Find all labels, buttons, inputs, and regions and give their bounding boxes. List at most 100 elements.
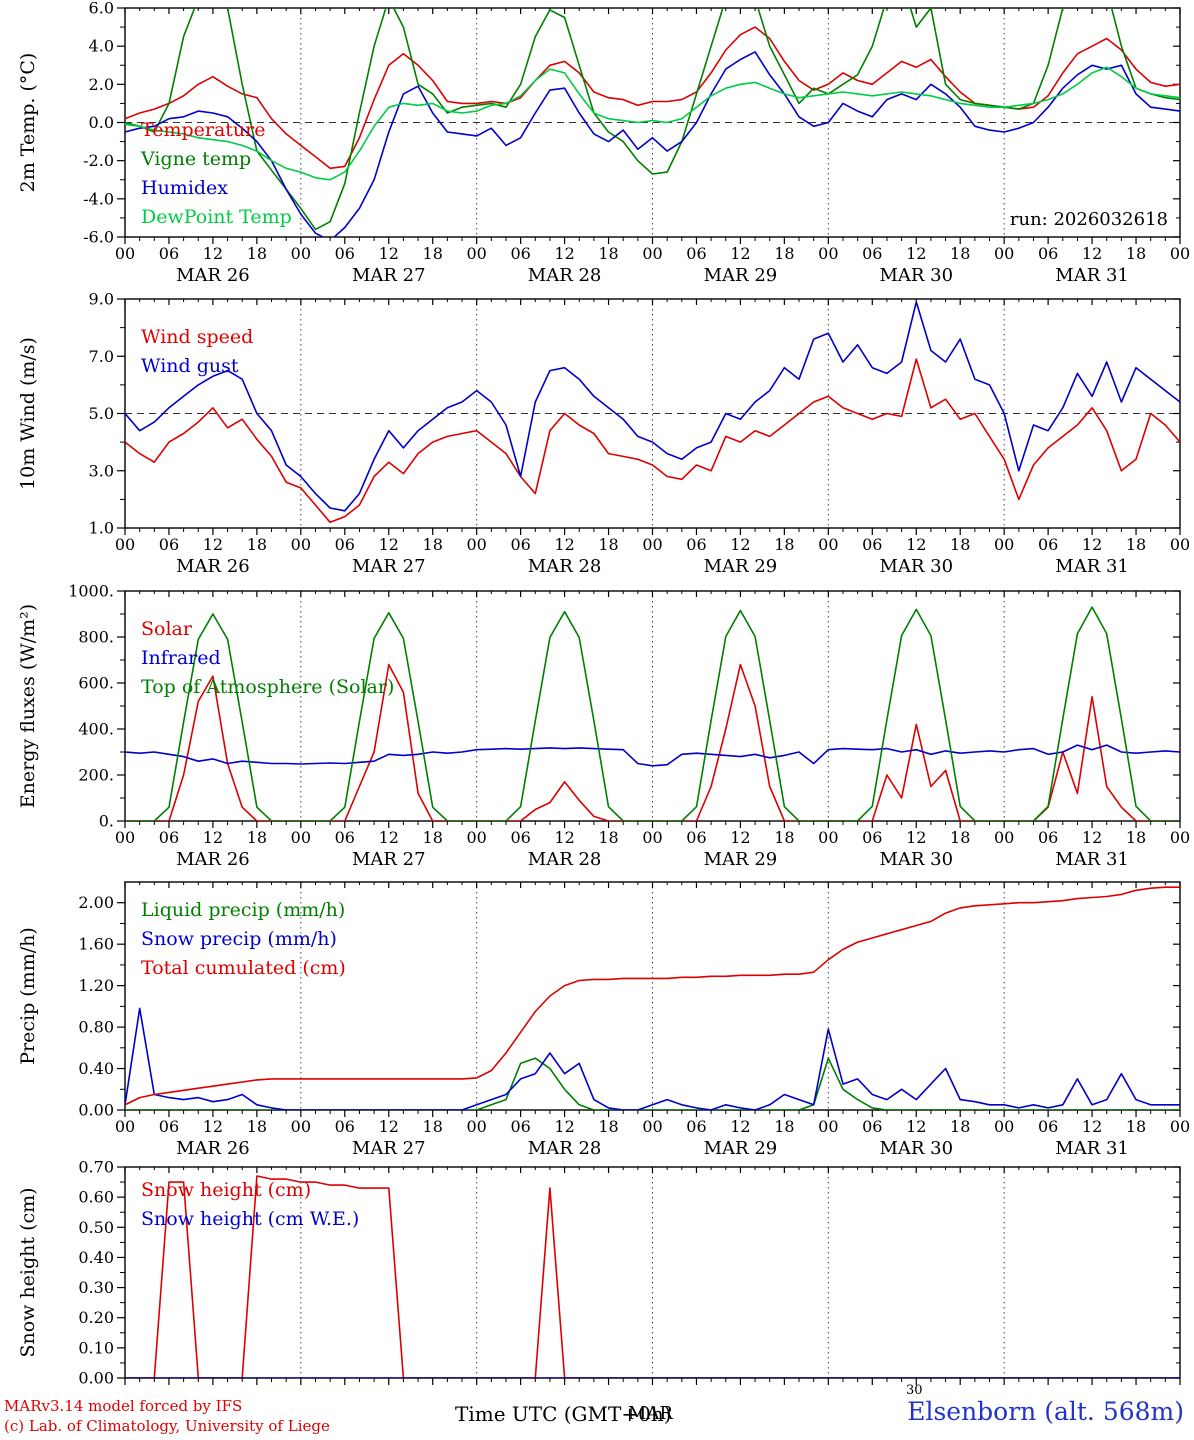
svg-text:400.: 400. <box>78 720 114 739</box>
svg-text:18: 18 <box>1126 828 1146 847</box>
svg-text:Temperature: Temperature <box>141 119 265 141</box>
time-axis-label: Time UTC (GMT+0h) <box>455 1402 672 1426</box>
svg-text:0.50: 0.50 <box>78 1218 114 1237</box>
svg-text:12: 12 <box>730 1117 750 1136</box>
svg-text:2m Temp. (°C): 2m Temp. (°C) <box>17 53 39 193</box>
svg-text:06: 06 <box>1038 1117 1058 1136</box>
svg-text:10m Wind (m/s): 10m Wind (m/s) <box>17 337 39 490</box>
svg-text:MAR 28: MAR 28 <box>528 265 602 286</box>
panel-2m-temperature-chart: 6.04.02.00.0-2.0-4.0-6.000 06 12 18 00 06 12 18… <box>17 0 1190 286</box>
svg-text:06: 06 <box>510 1117 530 1136</box>
svg-text:MAR 31: MAR 31 <box>1055 849 1129 870</box>
svg-text:MAR 29: MAR 29 <box>704 849 778 870</box>
svg-text:18: 18 <box>247 828 267 847</box>
svg-text:12: 12 <box>554 828 574 847</box>
svg-text:06: 06 <box>510 535 530 554</box>
svg-text:06: 06 <box>1038 244 1058 263</box>
svg-text:06: 06 <box>686 535 706 554</box>
svg-text:06: 06 <box>862 244 882 263</box>
svg-text:06: 06 <box>862 535 882 554</box>
svg-text:MAR 27: MAR 27 <box>352 849 426 870</box>
svg-text:-4.0: -4.0 <box>83 189 114 208</box>
svg-text:00: 00 <box>818 535 838 554</box>
svg-text:2.0: 2.0 <box>89 75 114 94</box>
svg-text:0.00: 0.00 <box>78 1101 114 1120</box>
svg-text:18: 18 <box>774 1117 794 1136</box>
svg-text:-2.0: -2.0 <box>83 151 114 170</box>
svg-text:800.: 800. <box>78 628 114 647</box>
svg-text:18: 18 <box>247 535 267 554</box>
svg-text:00: 00 <box>466 828 486 847</box>
svg-text:06: 06 <box>510 244 530 263</box>
svg-text:MAR 26: MAR 26 <box>176 556 250 577</box>
svg-text:Wind gust: Wind gust <box>141 355 239 377</box>
svg-text:Total cumulated (cm): Total cumulated (cm) <box>141 957 346 979</box>
svg-text:run: 2026032618: run: 2026032618 <box>1010 209 1168 230</box>
svg-text:0.: 0. <box>99 812 114 831</box>
svg-text:MAR 26: MAR 26 <box>176 849 250 870</box>
svg-text:00: 00 <box>994 1117 1014 1136</box>
panel-10m-wind-chart: 9.07.05.03.01.000 06 12 18 00 06 12 18 00 06 12 18 0… <box>17 290 1190 578</box>
svg-text:06: 06 <box>686 1117 706 1136</box>
svg-text:00: 00 <box>642 244 662 263</box>
svg-text:00: 00 <box>115 1117 135 1136</box>
svg-text:18: 18 <box>774 244 794 263</box>
svg-text:18: 18 <box>950 535 970 554</box>
svg-text:0.0: 0.0 <box>89 113 114 132</box>
svg-text:12: 12 <box>1082 1117 1102 1136</box>
svg-text:0.80: 0.80 <box>78 1018 114 1037</box>
svg-text:00: 00 <box>291 244 311 263</box>
svg-text:Humidex: Humidex <box>141 177 228 199</box>
svg-text:00: 00 <box>818 828 838 847</box>
panel-snow-height-chart: 0.70 0.60 0.50 0.40 0.30 0.20 0.10 0.00 Snow hei… <box>17 1158 1181 1388</box>
svg-text:12: 12 <box>730 535 750 554</box>
svg-text:0.60: 0.60 <box>78 1188 114 1207</box>
svg-text:2.00: 2.00 <box>78 893 114 912</box>
svg-text:18: 18 <box>950 244 970 263</box>
svg-text:MAR 27: MAR 27 <box>352 1138 426 1155</box>
svg-text:Solar: Solar <box>141 618 193 640</box>
svg-text:MAR 31: MAR 31 <box>1055 265 1129 286</box>
svg-text:18: 18 <box>598 828 618 847</box>
svg-text:12: 12 <box>554 244 574 263</box>
stray-30-label: 30 <box>906 1383 923 1398</box>
svg-text:MAR 26: MAR 26 <box>176 1138 250 1155</box>
svg-text:12: 12 <box>906 535 926 554</box>
svg-text:00: 00 <box>1170 535 1190 554</box>
svg-text:00: 00 <box>1170 1117 1190 1136</box>
svg-text:12: 12 <box>203 1117 223 1136</box>
stray-mar-label: MAR <box>628 1403 673 1424</box>
credit-line-1: MARv3.14 model forced by IFS <box>4 1397 243 1415</box>
svg-text:3.0: 3.0 <box>89 461 114 480</box>
station-label: Elsenborn (alt. 568m) <box>907 1397 1184 1426</box>
svg-text:Precip (mm/h): Precip (mm/h) <box>17 927 39 1065</box>
svg-text:00: 00 <box>818 1117 838 1136</box>
svg-text:MAR 30: MAR 30 <box>879 1138 953 1155</box>
svg-text:18: 18 <box>598 535 618 554</box>
svg-text:06: 06 <box>335 535 355 554</box>
svg-text:12: 12 <box>379 244 399 263</box>
svg-text:0.40: 0.40 <box>78 1059 114 1078</box>
svg-text:12: 12 <box>906 828 926 847</box>
svg-text:MAR 28: MAR 28 <box>528 849 602 870</box>
svg-text:18: 18 <box>1126 244 1146 263</box>
svg-text:5.0: 5.0 <box>89 404 114 423</box>
svg-text:18: 18 <box>950 828 970 847</box>
svg-text:00: 00 <box>466 244 486 263</box>
svg-text:06: 06 <box>686 244 706 263</box>
svg-text:18: 18 <box>598 1117 618 1136</box>
svg-text:06: 06 <box>159 1117 179 1136</box>
svg-text:06: 06 <box>510 828 530 847</box>
svg-text:00: 00 <box>466 535 486 554</box>
svg-text:18: 18 <box>598 244 618 263</box>
svg-text:00: 00 <box>1170 244 1190 263</box>
svg-text:MAR 29: MAR 29 <box>704 1138 778 1155</box>
svg-text:Snow height (cm): Snow height (cm) <box>17 1187 39 1357</box>
svg-text:0.10: 0.10 <box>78 1338 114 1357</box>
credit-line-2: (c) Lab. of Climatology, University of L… <box>4 1417 330 1435</box>
svg-text:Snow precip (mm/h): Snow precip (mm/h) <box>141 928 337 950</box>
svg-text:9.0: 9.0 <box>89 290 114 309</box>
svg-text:18: 18 <box>423 828 443 847</box>
svg-text:06: 06 <box>159 535 179 554</box>
svg-text:Liquid precip (mm/h): Liquid precip (mm/h) <box>141 899 345 921</box>
